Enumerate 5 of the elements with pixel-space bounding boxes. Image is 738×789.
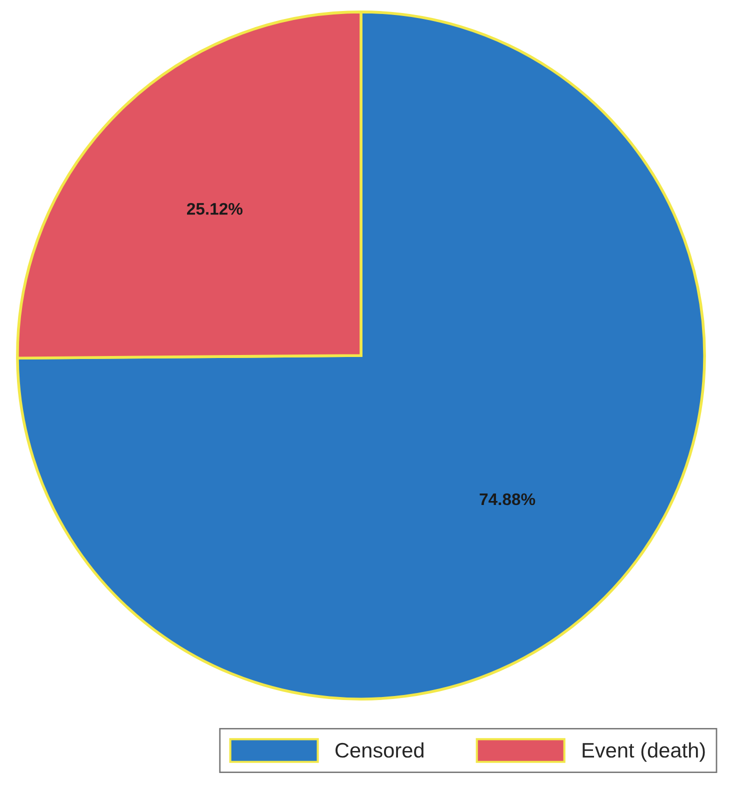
legend-label: Event (death) [582, 742, 705, 762]
data-label: 74.88% [480, 493, 536, 506]
legend-label: Censored [336, 742, 424, 758]
data-label: 25.12% [187, 202, 243, 215]
pie-slice [16, 10, 706, 700]
